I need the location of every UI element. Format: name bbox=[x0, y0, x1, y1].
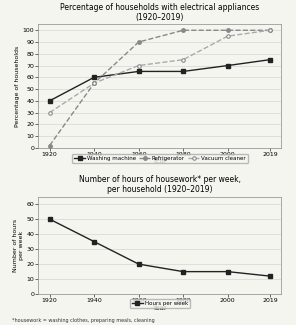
X-axis label: Year: Year bbox=[152, 158, 167, 164]
Y-axis label: Number of hours
per week: Number of hours per week bbox=[13, 219, 24, 272]
Title: Percentage of households with electrical appliances
(1920–2019): Percentage of households with electrical… bbox=[60, 3, 260, 22]
X-axis label: Year: Year bbox=[152, 305, 167, 311]
Title: Number of hours of housework* per week,
per household (1920–2019): Number of hours of housework* per week, … bbox=[79, 175, 241, 194]
Text: *housework = washing clothes, preparing meals, cleaning: *housework = washing clothes, preparing … bbox=[12, 318, 155, 323]
Y-axis label: Percentage of households: Percentage of households bbox=[15, 46, 20, 127]
Legend: Washing machine, Refrigerator, Vacuum cleaner: Washing machine, Refrigerator, Vacuum cl… bbox=[72, 154, 248, 163]
Legend: Hours per week: Hours per week bbox=[130, 299, 190, 308]
